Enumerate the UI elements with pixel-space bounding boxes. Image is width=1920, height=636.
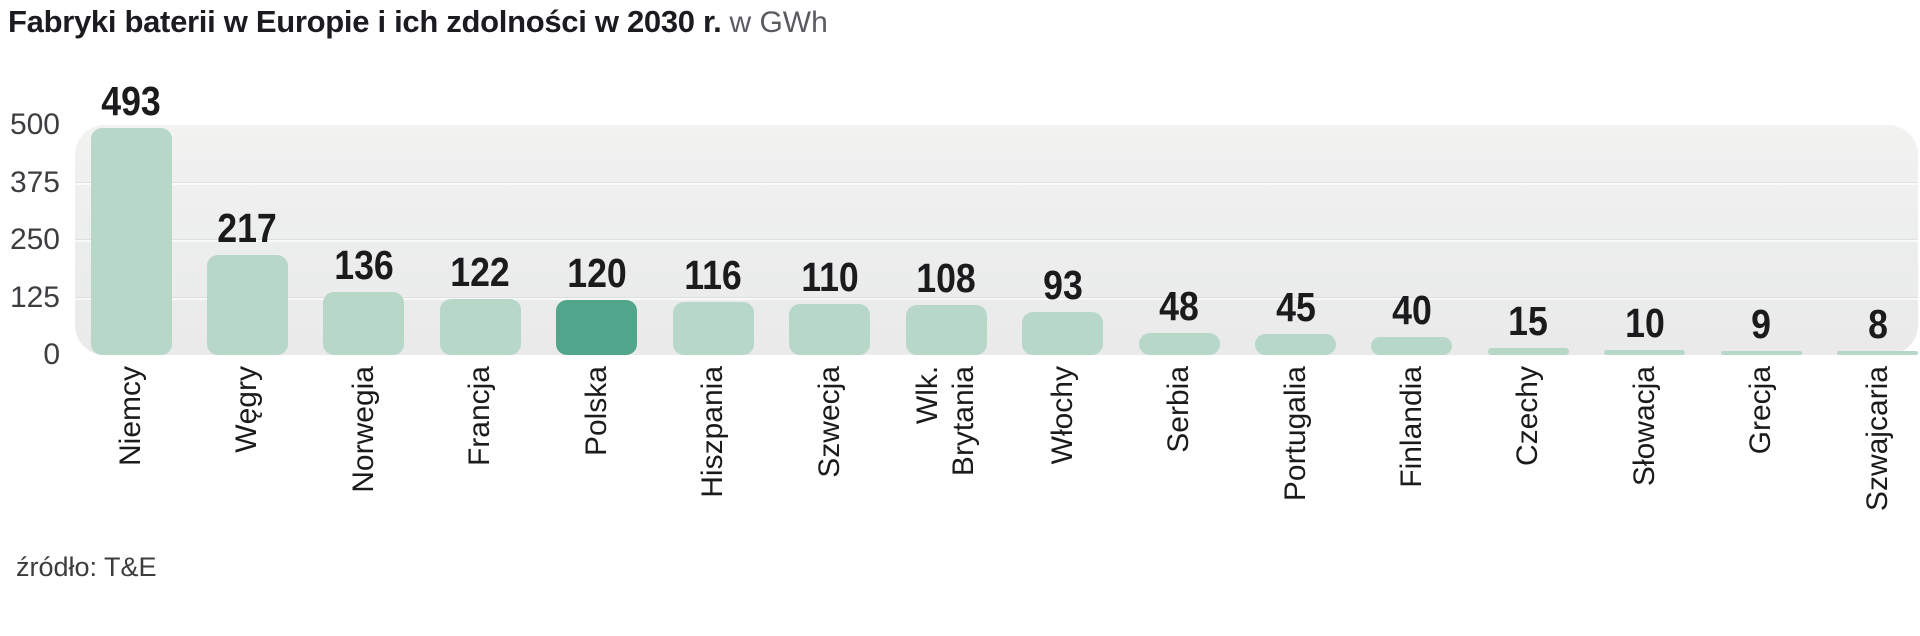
bar-niemcy: [90, 128, 172, 355]
bar-slowacja: [1604, 350, 1686, 355]
gridline-375: [75, 181, 1918, 185]
bar-value-slowacja: 10: [1624, 300, 1665, 347]
chart-title: Fabryki baterii w Europie i ich zdolnośc…: [8, 0, 828, 44]
bar-szwecja: [789, 304, 871, 355]
x-axis-label-text: Polska: [579, 366, 613, 457]
bar-serbia: [1138, 332, 1220, 355]
bar-value-grecja: 9: [1751, 300, 1772, 347]
bar-value-norwegia: 136: [334, 242, 394, 289]
y-axis-tick-250: 250: [9, 223, 60, 256]
x-axis-label-text: Szwecja: [812, 366, 846, 478]
bar-value-hiszpania: 116: [684, 251, 743, 298]
x-axis-label-text: Czechy: [1511, 366, 1545, 467]
bar-portugalia: [1255, 334, 1336, 355]
x-axis-label-text: Szwajcaria: [1860, 366, 1894, 512]
bar-value-finlandia: 40: [1392, 286, 1432, 333]
x-axis-label-text: Włochy: [1045, 366, 1079, 465]
bar-value-szwecja: 110: [800, 254, 859, 301]
gridline-125: [75, 296, 1918, 300]
x-axis-label-text: Słowacja: [1627, 366, 1661, 487]
bar-wegry: [206, 255, 288, 355]
y-axis-tick-375: 375: [9, 165, 60, 199]
bar-grecja: [1720, 350, 1802, 355]
x-axis-label-text: Portugalia: [1278, 366, 1312, 502]
bar-value-serbia: 48: [1159, 282, 1199, 329]
bar-value-czechy: 15: [1508, 298, 1549, 345]
bar-value-wlochy: 93: [1042, 262, 1083, 309]
bar-francja: [439, 298, 521, 355]
chart-title-text: Fabryki baterii w Europie i ich zdolnośc…: [8, 4, 722, 39]
bar-polska: [556, 299, 638, 355]
bar-czechy: [1487, 348, 1569, 355]
bar-value-wlk-brytania: 108: [916, 255, 976, 302]
bar-value-wegry: 217: [217, 205, 278, 252]
x-axis-label-text: Finlandia: [1394, 366, 1428, 488]
bar-wlochy: [1022, 312, 1104, 355]
x-axis-label-szwajcaria: Szwajcaria: [1788, 366, 1920, 571]
bar-szwajcaria: [1837, 351, 1919, 355]
bar-norwegia: [323, 292, 405, 355]
x-axis-label-text: Niemcy: [114, 366, 147, 467]
x-axis-label-text: Węgry: [230, 366, 264, 453]
bar-value-francja: 122: [450, 248, 511, 295]
source-note: źródło: T&E: [16, 552, 157, 582]
bar-wlk-brytania: [905, 305, 987, 355]
bar-value-polska: 120: [567, 249, 627, 296]
x-axis-label-text: Grecja: [1744, 366, 1778, 455]
bar-value-niemcy: 493: [101, 78, 161, 125]
y-axis-tick-0: 0: [43, 338, 60, 371]
x-axis-label-text: Wlk. Brytania: [911, 366, 981, 477]
x-axis-label-text: Norwegia: [346, 366, 380, 493]
gridline-250: [75, 239, 1918, 242]
bar-value-szwajcaria: 8: [1867, 301, 1888, 348]
bar-finlandia: [1371, 336, 1453, 355]
chart-title-unit: w GWh: [729, 6, 828, 39]
x-axis-label-text: Serbia: [1162, 366, 1196, 453]
y-axis-tick-500: 500: [9, 108, 60, 141]
x-axis-label-text: Francja: [463, 366, 497, 467]
bar-value-portugalia: 45: [1275, 284, 1316, 331]
y-axis-tick-125: 125: [9, 280, 60, 314]
x-axis-label-text: Hiszpania: [696, 366, 730, 498]
bar-hiszpania: [672, 301, 754, 355]
